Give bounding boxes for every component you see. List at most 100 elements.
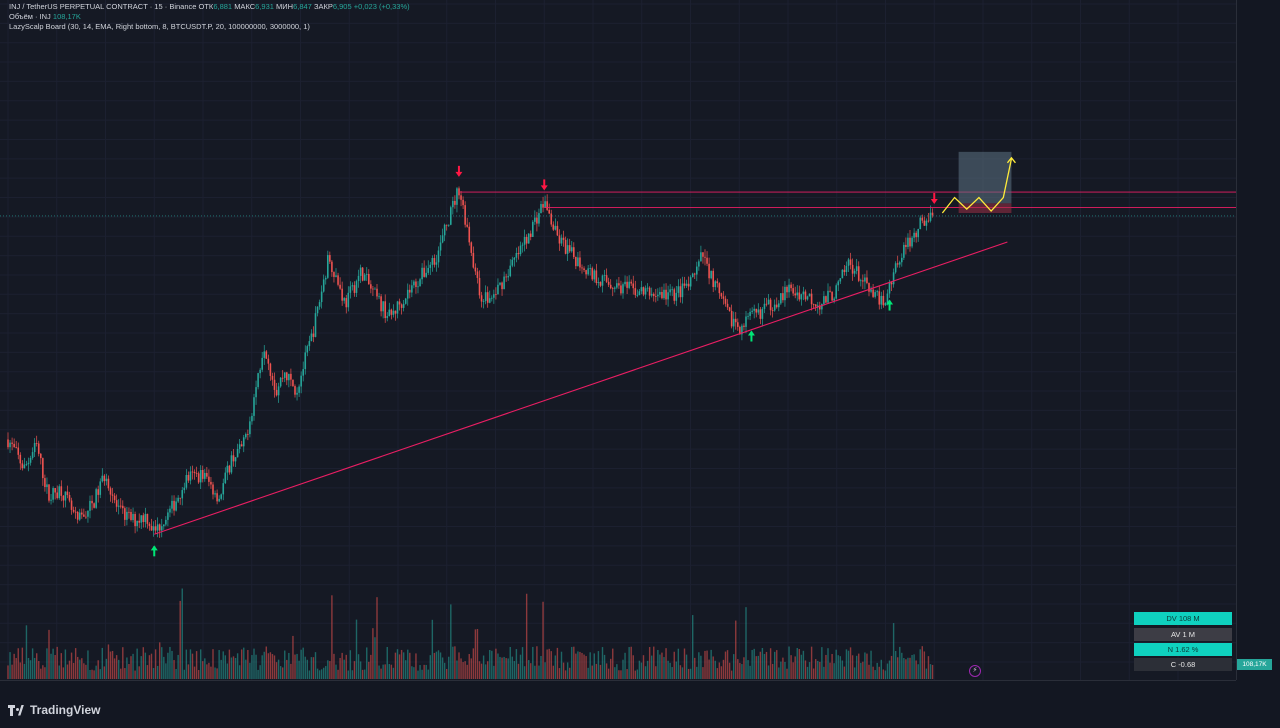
candle-body <box>556 225 559 236</box>
volume-bar <box>405 660 407 679</box>
volume-bar <box>474 629 477 679</box>
candle-body <box>493 294 495 298</box>
candle-body <box>195 473 198 474</box>
candle-body <box>269 363 272 376</box>
candle-body <box>218 498 220 502</box>
candle-body <box>618 283 620 286</box>
volume-bar <box>591 665 593 679</box>
candle-body <box>913 232 915 238</box>
volume-bar <box>185 649 188 679</box>
volume-bar <box>27 657 30 679</box>
volume-bar <box>728 662 731 679</box>
candle-body <box>35 443 38 444</box>
candle-body <box>152 526 155 531</box>
volume-bar <box>782 657 784 679</box>
candle-body <box>593 270 596 280</box>
candle-body <box>163 524 165 527</box>
candle-body <box>685 283 688 286</box>
volume-bar <box>150 653 153 679</box>
chart-canvas[interactable]: 8,0007,9007,8007,7007,6007,5007,4007,300… <box>0 0 1280 694</box>
candle-body <box>501 282 503 290</box>
volume-bar <box>259 665 261 679</box>
candle-body <box>318 302 321 307</box>
volume-bar <box>765 651 768 679</box>
volume-bar <box>901 652 903 679</box>
candle-body <box>476 271 479 278</box>
candle-body <box>425 272 427 277</box>
volume-bar <box>856 655 858 679</box>
candle-body <box>579 257 581 268</box>
volume-bar <box>402 652 405 679</box>
candle-body <box>314 313 317 337</box>
candle-body <box>823 296 825 304</box>
volume-bar <box>657 649 659 679</box>
volume-bar <box>165 663 167 679</box>
candle-body <box>611 288 614 290</box>
volume-bar <box>126 657 128 679</box>
candle-body <box>839 278 842 282</box>
candle-body <box>322 279 325 292</box>
volume-bar <box>622 659 624 679</box>
volume-bar <box>265 646 267 679</box>
volume-bar <box>771 663 774 679</box>
volume-bar <box>247 650 249 679</box>
volume-bar <box>899 646 901 679</box>
volume-bar <box>769 648 772 679</box>
volume-bar <box>388 664 390 679</box>
candle-body <box>901 257 903 263</box>
sell-arrow-icon <box>930 192 938 204</box>
chart-plot-area[interactable]: 8,0007,9007,8007,7007,6007,5007,4007,300… <box>0 0 1267 691</box>
candle-body <box>347 292 350 308</box>
volume-bar <box>351 670 354 679</box>
candle-body <box>380 296 382 312</box>
volume-bar <box>585 656 587 679</box>
candle-body <box>68 495 71 501</box>
candle-body <box>310 333 313 342</box>
candle-body <box>585 270 587 275</box>
volume-bar <box>154 649 157 679</box>
candle-body <box>890 282 893 285</box>
high-value: 6,931 <box>255 2 274 11</box>
candle-body <box>843 269 846 273</box>
candle-body <box>909 237 911 247</box>
volume-bar <box>85 664 87 679</box>
candle-body <box>491 297 493 299</box>
volume-bar <box>700 655 702 679</box>
volume-bar <box>835 649 837 679</box>
candle-body <box>724 298 727 304</box>
candle-body <box>564 239 567 254</box>
volume-bar <box>603 654 606 679</box>
volume-bar <box>521 647 524 679</box>
candle-body <box>327 255 329 278</box>
volume-bar <box>138 666 140 679</box>
candle-body <box>236 448 239 458</box>
tradingview-logo[interactable]: TradingView <box>8 703 100 717</box>
candle-body <box>13 443 15 448</box>
volume-bar <box>905 659 907 679</box>
volume-bar <box>636 669 639 679</box>
candle-body <box>417 286 419 288</box>
volume-bar <box>218 650 220 679</box>
tradingview-icon <box>8 704 25 716</box>
candle-body <box>558 235 561 244</box>
candle-body <box>907 237 909 247</box>
volume-bar <box>870 650 872 679</box>
volume-bar <box>441 657 444 679</box>
time-axis[interactable] <box>0 680 1236 695</box>
price-axis[interactable] <box>1236 0 1280 680</box>
candle-body <box>23 464 26 469</box>
candle-body <box>257 373 259 388</box>
volume-bar <box>786 668 788 679</box>
volume-bar <box>632 655 634 679</box>
candle-body <box>206 472 208 477</box>
volume-bar <box>113 658 116 679</box>
candle-body <box>179 497 181 499</box>
candle-body <box>279 377 282 387</box>
candle-body <box>101 475 104 482</box>
alert-bolt-icon[interactable]: ⚡ <box>969 665 981 677</box>
volume-bar <box>511 656 513 679</box>
volume-bar <box>642 655 645 679</box>
volume-bar <box>503 656 505 679</box>
volume-bar <box>755 656 757 679</box>
volume-bar <box>550 651 552 679</box>
